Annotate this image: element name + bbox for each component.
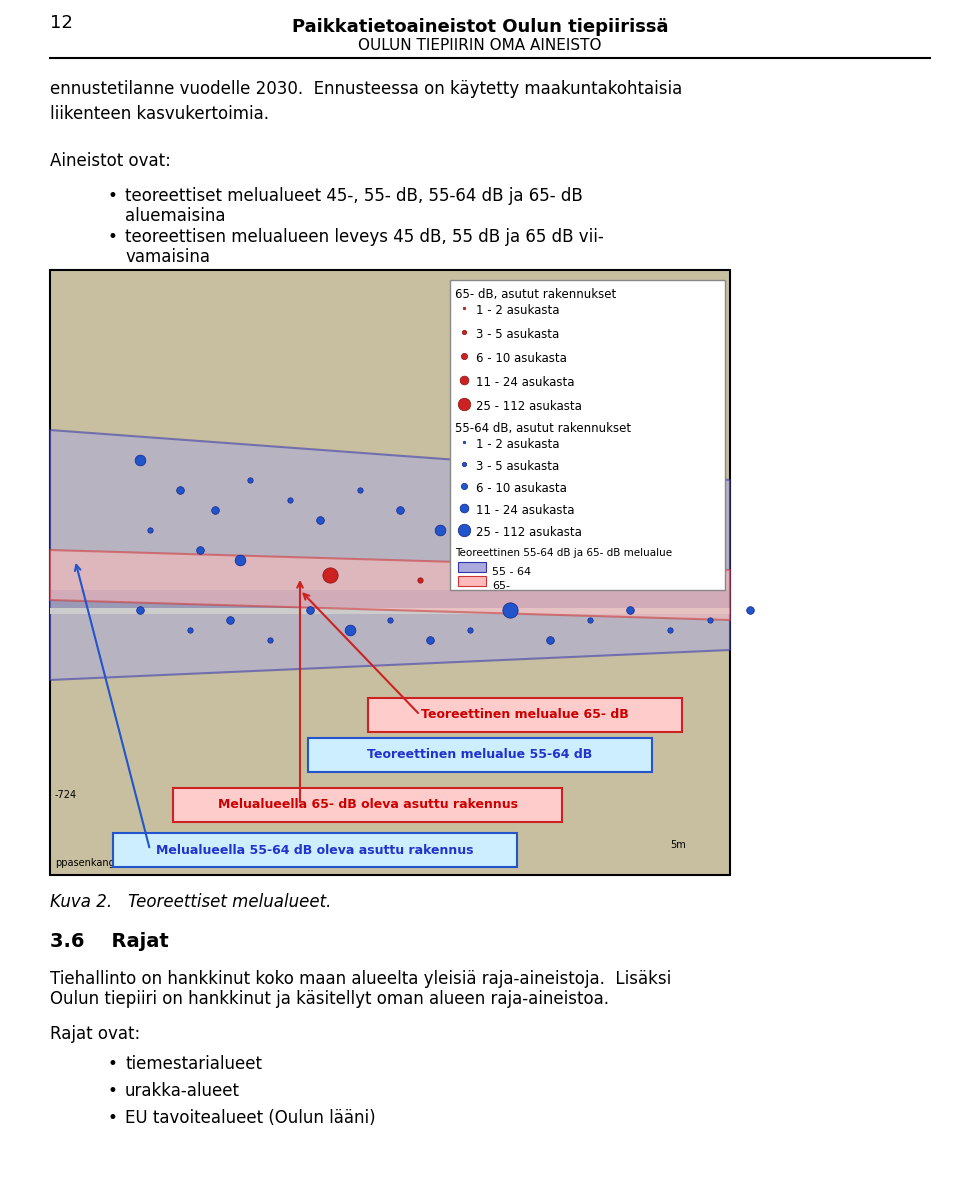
Text: Mar: Mar [300, 800, 324, 813]
Polygon shape [50, 430, 730, 680]
Text: EU tavoitealueet (Oulun lääni): EU tavoitealueet (Oulun lääni) [125, 1108, 375, 1128]
Text: Teoreettinen 55-64 dB ja 65- dB melualue: Teoreettinen 55-64 dB ja 65- dB melualue [455, 548, 672, 558]
FancyBboxPatch shape [368, 698, 682, 733]
Text: Teoreettinen melualue 55-64 dB: Teoreettinen melualue 55-64 dB [368, 748, 592, 761]
Text: Melualueella 55-64 dB oleva asuttu rakennus: Melualueella 55-64 dB oleva asuttu raken… [156, 844, 473, 857]
Text: 65-: 65- [492, 581, 510, 591]
Text: •: • [107, 227, 117, 247]
Text: 11 - 24 asukasta: 11 - 24 asukasta [476, 504, 574, 517]
Text: OULUN TIEPIIRIN OMA AINEISTO: OULUN TIEPIIRIN OMA AINEISTO [358, 38, 602, 53]
Text: 12: 12 [50, 14, 73, 32]
FancyBboxPatch shape [308, 739, 652, 772]
Text: 3.6    Rajat: 3.6 Rajat [50, 932, 169, 950]
Text: •: • [107, 1082, 117, 1100]
Text: 25 - 112 asukasta: 25 - 112 asukasta [476, 525, 582, 539]
Text: teoreettisen melualueen leveys 45 dB, 55 dB ja 65 dB vii-: teoreettisen melualueen leveys 45 dB, 55… [125, 227, 604, 247]
Text: vamaisina: vamaisina [125, 248, 210, 266]
FancyBboxPatch shape [173, 788, 562, 822]
Text: Aineistot ovat:: Aineistot ovat: [50, 152, 171, 170]
Text: 11 - 24 asukasta: 11 - 24 asukasta [476, 376, 574, 389]
Text: 55 - 64: 55 - 64 [492, 567, 531, 577]
Text: Teoreettinen melualue 65- dB: Teoreettinen melualue 65- dB [421, 709, 629, 722]
Text: 6 - 10 asukasta: 6 - 10 asukasta [476, 352, 566, 365]
Text: aluemaisina: aluemaisina [125, 207, 226, 225]
Bar [458, 576, 486, 587]
Text: Melualueella 65- dB oleva asuttu rakennus: Melualueella 65- dB oleva asuttu rakennu… [218, 798, 517, 812]
Text: •: • [107, 1055, 117, 1073]
Bar [50, 271, 730, 875]
Text: •: • [107, 187, 117, 205]
Text: •: • [107, 1108, 117, 1128]
Text: Teoreettiset melualueet.: Teoreettiset melualueet. [128, 893, 331, 911]
Text: 5m: 5m [670, 840, 685, 850]
Text: 3 - 5 asukasta: 3 - 5 asukasta [476, 328, 560, 341]
Text: 1 - 2 asukasta: 1 - 2 asukasta [476, 438, 560, 451]
Text: 25 - 112 asukasta: 25 - 112 asukasta [476, 400, 582, 413]
Text: tiemestarialueet: tiemestarialueet [125, 1055, 262, 1073]
Text: 65- dB, asutut rakennukset: 65- dB, asutut rakennukset [455, 288, 616, 300]
Text: 1 - 2 asukasta: 1 - 2 asukasta [476, 304, 560, 317]
Text: Paikkatietoaineistot Oulun tiepiirissä: Paikkatietoaineistot Oulun tiepiirissä [292, 18, 668, 36]
FancyBboxPatch shape [113, 833, 517, 867]
Text: Rajat ovat:: Rajat ovat: [50, 1025, 140, 1043]
Text: 3 - 5 asukasta: 3 - 5 asukasta [476, 460, 560, 473]
Bar [50, 590, 730, 608]
Text: urakka-alueet: urakka-alueet [125, 1082, 240, 1100]
Polygon shape [50, 549, 730, 620]
Text: Oulun tiepiiri on hankkinut ja käsitellyt oman alueen raja-aineistoa.: Oulun tiepiiri on hankkinut ja käsitelly… [50, 990, 609, 1008]
Bar [450, 280, 725, 590]
Bar [50, 608, 730, 614]
Bar [458, 563, 486, 572]
Text: rjala: rjala [440, 858, 462, 868]
Text: 6 - 10 asukasta: 6 - 10 asukasta [476, 482, 566, 496]
Text: ennustetilanne vuodelle 2030.  Ennusteessa on käytetty maakuntakohtaisia
liikent: ennustetilanne vuodelle 2030. Ennusteess… [50, 80, 683, 123]
Text: Kuva 2.: Kuva 2. [50, 893, 112, 911]
Text: -724: -724 [55, 790, 77, 800]
Text: ppasenkangäs: ppasenkangäs [55, 858, 126, 868]
Text: 45m: 45m [205, 836, 230, 845]
Text: teoreettiset melualueet 45-, 55- dB, 55-64 dB ja 65- dB: teoreettiset melualueet 45-, 55- dB, 55-… [125, 187, 583, 205]
Text: 55-64 dB, asutut rakennukset: 55-64 dB, asutut rakennukset [455, 423, 631, 435]
Text: Tiehallinto on hankkinut koko maan alueelta yleisiä raja-aineistoja.  Lisäksi: Tiehallinto on hankkinut koko maan aluee… [50, 970, 671, 988]
